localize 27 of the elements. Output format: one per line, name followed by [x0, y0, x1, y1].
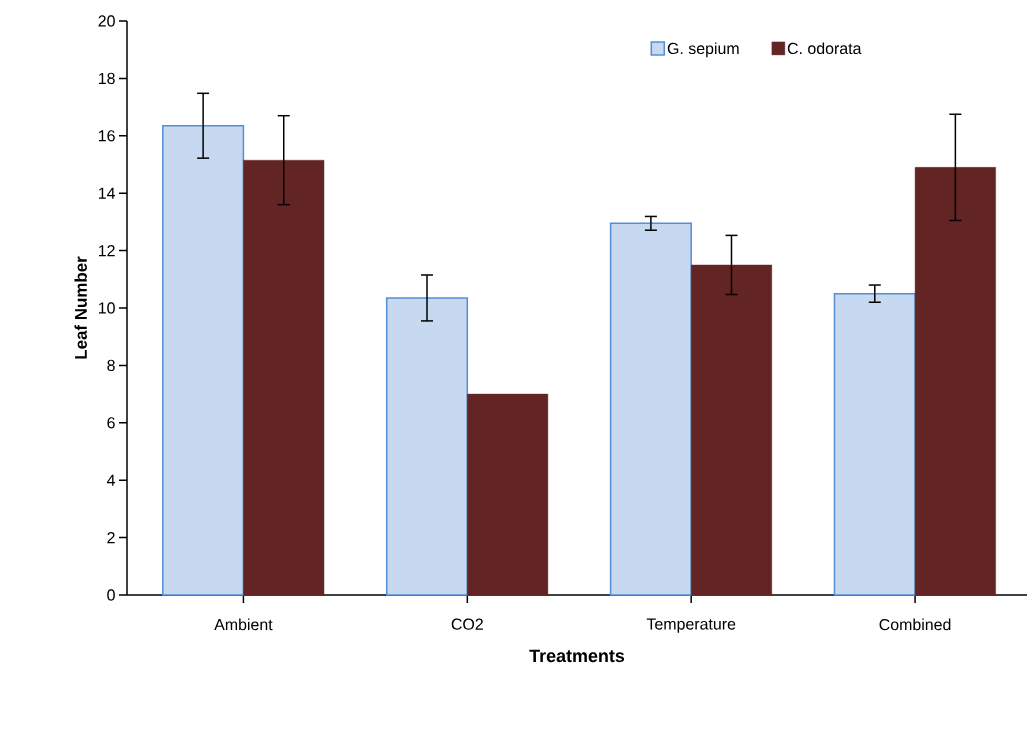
y-tick-label: 20 [98, 15, 115, 27]
y-tick-label: 10 [98, 302, 115, 314]
bar [914, 167, 996, 596]
bar [467, 393, 549, 596]
y-tick-label: 12 [98, 245, 115, 257]
legend-label: C. odorata [787, 42, 862, 55]
y-tick-label: 6 [107, 417, 115, 429]
bar [833, 292, 916, 596]
bar [243, 159, 325, 596]
x-tick-label: Temperature [646, 618, 736, 633]
x-tick-label: Combined [879, 618, 951, 631]
bar [162, 125, 245, 596]
x-tick-label: CO2 [451, 618, 483, 630]
y-tick-label: 16 [98, 130, 115, 142]
x-axis-title: Treatments [529, 649, 625, 663]
bar [690, 264, 772, 596]
legend-label: G. sepium [667, 42, 739, 58]
x-tick-label: Ambient [214, 618, 273, 631]
y-tick-label: 14 [98, 187, 115, 199]
bar [385, 297, 469, 596]
y-tick-label: 4 [106, 474, 116, 486]
bar [609, 222, 692, 596]
y-tick-label: 0 [107, 589, 115, 601]
y-tick-label: 2 [107, 532, 115, 544]
y-axis-title: Leaf Number [74, 256, 87, 359]
y-tick-label: 18 [98, 72, 115, 85]
y-tick-label: 8 [107, 359, 115, 372]
